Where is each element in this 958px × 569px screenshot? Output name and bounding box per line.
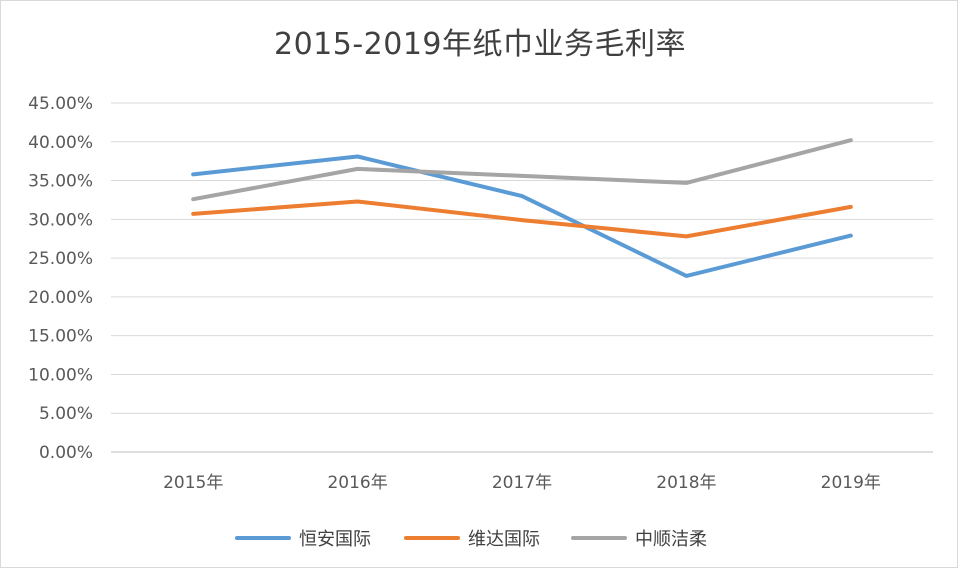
legend-label: 中顺洁柔 bbox=[635, 529, 707, 550]
legend-label: 恒安国际 bbox=[299, 529, 371, 550]
y-tick-label: 10.00% bbox=[28, 365, 93, 385]
y-tick-label: 15.00% bbox=[28, 327, 93, 347]
y-tick-label: 25.00% bbox=[28, 249, 93, 269]
x-tick-label: 2019年 bbox=[821, 473, 881, 493]
y-tick-label: 20.00% bbox=[28, 288, 93, 308]
y-tick-label: 40.00% bbox=[28, 133, 93, 153]
y-tick-label: 45.00% bbox=[28, 94, 93, 114]
x-tick-label: 2018年 bbox=[656, 473, 716, 493]
y-tick-label: 30.00% bbox=[28, 210, 93, 230]
series-line-3 bbox=[193, 140, 851, 199]
x-tick-label: 2017年 bbox=[492, 473, 552, 493]
x-tick-label: 2016年 bbox=[327, 473, 387, 493]
y-tick-label: 35.00% bbox=[28, 172, 93, 192]
y-tick-label: 0.00% bbox=[39, 443, 93, 463]
legend-label: 维达国际 bbox=[468, 529, 540, 550]
x-tick-label: 2015年 bbox=[163, 473, 223, 493]
y-tick-label: 5.00% bbox=[39, 404, 93, 424]
